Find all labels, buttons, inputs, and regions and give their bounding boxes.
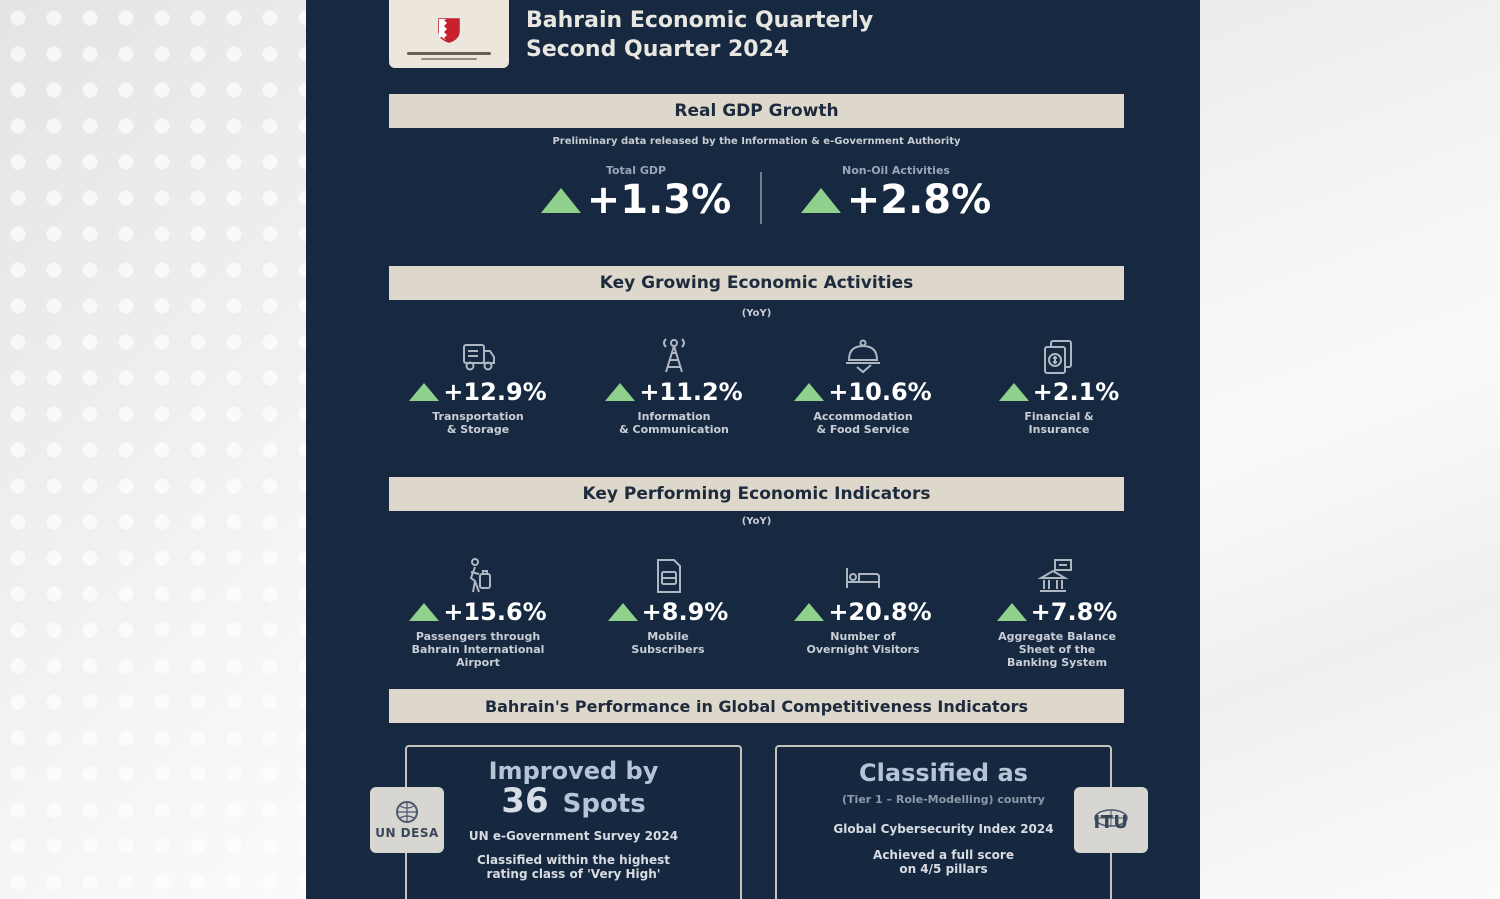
activity-label: & Communication	[619, 423, 729, 436]
gdp-source-note: Preliminary data released by the Informa…	[552, 136, 961, 147]
activity-item: +2.1% Financial & Insurance	[964, 336, 1154, 436]
finance-documents-icon	[1044, 340, 1072, 374]
page-title: Bahrain Economic Quarterly Second Quarte…	[526, 6, 873, 64]
activity-label: Accommodation	[813, 410, 913, 423]
card-note: Achieved a full score	[873, 848, 1014, 862]
up-arrow-icon	[998, 383, 1029, 401]
activity-label: & Food Service	[816, 423, 910, 436]
indicator-label: Airport	[456, 656, 500, 669]
itu-globe-icon	[1094, 808, 1128, 827]
indicator-value: +15.6%	[443, 598, 547, 626]
background-dot-pattern	[0, 0, 306, 899]
up-arrow-icon	[607, 603, 638, 621]
itu-text: ITU	[1093, 811, 1129, 833]
activity-label: Transportation	[432, 410, 524, 423]
activity-label: & Storage	[446, 423, 510, 436]
indicator-label: Subscribers	[631, 643, 705, 656]
activity-label: Financial &	[1024, 410, 1094, 423]
indicator-value: +20.8%	[828, 598, 932, 626]
activity-item: +12.9% Transportation & Storage	[383, 336, 573, 436]
spots-unit: Spots	[562, 789, 646, 819]
logo-text-line	[407, 52, 491, 55]
up-arrow-icon	[794, 603, 825, 621]
gdp-non-oil-label: Non-Oil Activities	[842, 164, 950, 177]
activity-item: +10.6% Accommodation & Food Service	[768, 336, 958, 436]
bed-icon	[846, 568, 880, 588]
title-line-2: Second Quarter 2024	[526, 37, 790, 62]
section-header-gdp: Real GDP Growth	[389, 94, 1124, 128]
spots-number: 36	[501, 781, 549, 821]
indicators-period: (YoY)	[741, 516, 772, 527]
indicator-item: +8.9% Mobile Subscribers	[573, 556, 763, 656]
un-egov-card: Improved by 36 Spots UN e-Government Sur…	[405, 745, 742, 899]
indicator-label: Number of	[830, 630, 896, 643]
section-header-activities: Key Growing Economic Activities	[389, 266, 1124, 300]
section-header-indicators: Key Performing Economic Indicators	[389, 477, 1124, 511]
metric-divider	[760, 172, 762, 224]
indicator-item: +7.8% Aggregate Balance Sheet of the Banki…	[962, 556, 1152, 669]
section-header-competitiveness: Bahrain's Performance in Global Competit…	[389, 689, 1124, 723]
up-arrow-icon	[794, 383, 825, 401]
gdp-total-metric: Total GDP +1.3%	[536, 164, 736, 223]
bank-building-icon	[1037, 559, 1072, 592]
activity-value: +11.2%	[639, 378, 743, 406]
up-arrow-icon	[409, 383, 440, 401]
infographic-poster: Bahrain Economic Quarterly Second Quarte…	[306, 0, 1200, 899]
indicator-value: +8.9%	[641, 598, 729, 626]
gdp-non-oil-value: +2.8%	[846, 177, 992, 223]
activity-label: Insurance	[1028, 423, 1090, 436]
activity-label: Information	[637, 410, 711, 423]
up-arrow-icon	[605, 383, 636, 401]
up-arrow-icon	[540, 187, 581, 213]
gdp-total-label: Total GDP	[605, 164, 667, 177]
logo-text-line	[421, 58, 477, 60]
indicator-label: Mobile	[647, 630, 689, 643]
indicator-label: Passengers through	[415, 630, 541, 643]
tier-classification: (Tier 1 – Role-Modelling) country	[842, 793, 1045, 806]
card-heading: Improved by	[488, 757, 659, 785]
ministry-logo	[389, 0, 509, 68]
indicator-value: +7.8%	[1030, 598, 1118, 626]
truck-icon	[463, 344, 495, 371]
indicator-label: Bahrain International	[411, 643, 545, 656]
un-desa-logo: UN DESA	[370, 787, 444, 853]
card-heading: Classified as	[859, 759, 1028, 787]
background-right-panel	[1200, 0, 1500, 899]
indicator-item: +20.8% Number of Overnight Visitors	[768, 556, 958, 656]
activity-value: +2.1%	[1032, 378, 1120, 406]
survey-name: UN e-Government Survey 2024	[468, 829, 679, 843]
gdp-non-oil-metric: Non-Oil Activities +2.8%	[786, 164, 1006, 223]
up-arrow-icon	[800, 187, 841, 213]
itu-logo: ITU	[1074, 787, 1148, 853]
indicator-label: Sheet of the	[1018, 643, 1096, 656]
indicator-item: +15.6% Passengers through Bahrain Interna…	[383, 556, 573, 669]
mobile-sim-icon	[657, 559, 681, 593]
food-cloche-icon	[846, 339, 880, 374]
card-note: on 4/5 pillars	[899, 862, 988, 876]
card-note: rating class of 'Very High'	[486, 867, 661, 881]
activity-value: +10.6%	[828, 378, 932, 406]
indicator-label: Aggregate Balance	[998, 630, 1116, 643]
card-note: Classified within the highest	[477, 853, 670, 867]
bahrain-emblem-icon	[438, 18, 460, 43]
title-line-1: Bahrain Economic Quarterly	[526, 8, 874, 33]
activity-value: +12.9%	[443, 378, 547, 406]
antenna-tower-icon	[663, 338, 685, 373]
itu-cyber-card: Classified as (Tier 1 – Role-Modelling) …	[775, 745, 1112, 899]
gdp-total-value: +1.3%	[586, 177, 732, 223]
up-arrow-icon	[409, 603, 440, 621]
up-arrow-icon	[996, 603, 1027, 621]
un-globe-icon	[396, 801, 418, 823]
index-name: Global Cybersecurity Index 2024	[833, 822, 1054, 836]
activities-period: (YoY)	[741, 308, 772, 319]
indicator-label: Overnight Visitors	[806, 643, 920, 656]
un-desa-text: UN DESA	[375, 826, 439, 840]
traveler-icon	[469, 558, 491, 593]
activity-item: +11.2% Information & Communication	[579, 336, 769, 436]
indicator-label: Banking System	[1006, 656, 1108, 669]
